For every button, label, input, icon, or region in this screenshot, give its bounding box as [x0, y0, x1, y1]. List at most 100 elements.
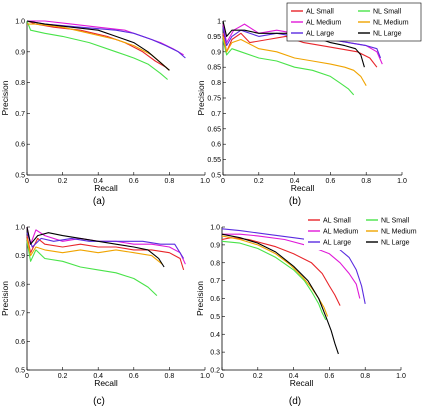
y-axis-label: Precision	[0, 281, 10, 316]
y-tick-label: 0.9	[211, 49, 221, 56]
x-axis-label: Recall	[94, 183, 118, 193]
x-tick-label: 1.0	[397, 178, 407, 185]
series-line-nl-large	[26, 226, 165, 268]
x-tick-label: 0.2	[254, 178, 264, 185]
legend-label: AL Medium	[306, 20, 341, 27]
series-line-al-small	[26, 235, 185, 271]
legend-label: NL Small	[381, 218, 410, 225]
caption-d: (d)	[289, 396, 301, 407]
x-tick-label: 0	[25, 373, 29, 380]
series-line-al-small	[222, 32, 378, 68]
x-axis-label: Recall	[94, 378, 118, 388]
y-axis-label: Precision	[196, 80, 206, 115]
y-tick-label: 0.8	[15, 80, 25, 87]
y-tick-label: 1.0	[15, 225, 25, 232]
y-tick-label: 0.6	[15, 142, 25, 149]
panel-a: 0.5 0.6 0.7 0.8 0.9 1.0 0 0.2 0.4 0.6 0.8 1.0 Recall…	[0, 19, 210, 194]
series-line-nl-small	[26, 241, 158, 296]
legend-label: AL Small	[323, 218, 351, 225]
x-axis-label: Recall	[290, 378, 314, 388]
x-tick-label: 0.6	[326, 178, 336, 185]
y-tick-label: 0.5	[15, 173, 25, 180]
x-tick-label: 0.4	[93, 373, 103, 380]
y-tick-label: 0.9	[15, 49, 25, 56]
series-line-nl-small	[26, 20, 168, 80]
x-tick-label: 0.2	[58, 178, 68, 185]
y-tick-label: 0.9	[15, 253, 25, 260]
x-tick-label: 0.8	[360, 373, 370, 380]
y-tick-label: 0.95	[207, 34, 221, 41]
y-tick-label: 0.6	[211, 142, 221, 149]
legend-label: NL Large	[381, 240, 410, 247]
x-tick-label: 0.6	[129, 373, 139, 380]
series-line-nl-small	[221, 240, 327, 321]
y-tick-label: 0.3	[210, 350, 220, 357]
y-tick-label: 0.5	[211, 173, 221, 180]
y-tick-label: 0.85	[207, 65, 221, 72]
series-line-al-medium	[222, 233, 361, 299]
y-tick-label: 0.6	[210, 296, 220, 303]
y-tick-label: 0.7	[15, 111, 25, 118]
y-tick-label: 0.65	[207, 126, 221, 133]
series-line-nl-medium	[221, 235, 329, 317]
y-tick-label: 0.9	[210, 242, 220, 249]
legend-label: AL Small	[306, 9, 334, 16]
y-tick-label: 1.0	[210, 225, 220, 232]
y-tick-label: 0.8	[210, 260, 220, 267]
y-tick-label: 0.4	[210, 332, 220, 339]
x-tick-label: 0.4	[289, 373, 299, 380]
series-line-nl-medium	[26, 238, 163, 265]
y-axis-label: Precision	[0, 80, 10, 115]
x-tick-label: 1.0	[200, 178, 210, 185]
x-tick-label: 0.4	[290, 178, 300, 185]
panel-b: 0.5 0.55 0.6 0.65 0.7 0.75 0.8 0.85 0.9 0.95 1 0 0.2…	[196, 2, 422, 193]
y-tick-label: 0.7	[210, 278, 220, 285]
x-tick-label: 0.8	[361, 178, 371, 185]
legend-label: AL Large	[306, 31, 334, 38]
y-tick-label: 0.8	[15, 282, 25, 289]
x-tick-label: 0.4	[93, 178, 103, 185]
y-tick-label: 0.2	[210, 368, 220, 375]
caption-a: (a)	[93, 196, 105, 207]
caption-c: (c)	[93, 396, 105, 407]
series-line-nl-medium	[27, 23, 170, 71]
y-tick-label: 0.7	[211, 111, 221, 118]
y-tick-label: 0.5	[15, 368, 25, 375]
x-tick-label: 0.6	[325, 373, 335, 380]
x-tick-label: 0.2	[58, 373, 68, 380]
y-axis-label: Precision	[195, 281, 205, 316]
legend-box	[286, 2, 422, 42]
legend-box	[304, 212, 420, 250]
y-tick-label: 1	[217, 19, 221, 26]
legend-label: NL Medium	[381, 229, 417, 236]
series-line-nl-large	[221, 233, 339, 355]
series-line-nl-medium	[222, 36, 367, 86]
y-tick-label: 0.8	[211, 80, 221, 87]
series-line-nl-large	[26, 20, 170, 71]
x-tick-label: 1.0	[396, 373, 406, 380]
legend-label: NL Large	[373, 31, 402, 38]
x-tick-label: 0	[221, 178, 225, 185]
caption-b: (b)	[289, 196, 301, 207]
x-tick-label: 0.6	[129, 178, 139, 185]
x-tick-label: 0	[220, 373, 224, 380]
legend-label: AL Medium	[323, 229, 358, 236]
y-tick-label: 0.6	[15, 339, 25, 346]
y-tick-label: 1.0	[15, 19, 25, 26]
x-axis-label: Recall	[291, 183, 315, 193]
y-tick-label: 0.55	[207, 157, 221, 164]
legend-label: NL Medium	[373, 20, 409, 27]
y-tick-label: 0.5	[210, 314, 220, 321]
legend-label: AL Large	[323, 240, 351, 247]
series-line-nl-small	[222, 39, 355, 96]
series-line-al-small	[221, 237, 341, 306]
x-tick-label: 0.8	[165, 178, 175, 185]
y-tick-label: 0.7	[15, 310, 25, 317]
legend-label: NL Small	[373, 9, 402, 16]
x-tick-label: 0.8	[165, 373, 175, 380]
panel-c: 0.5 0.6 0.7 0.8 0.9 1.0 0 0.2 0.4 0.6 0.8 1.0 Recall…	[0, 225, 210, 389]
x-tick-label: 1.0	[200, 373, 210, 380]
x-tick-label: 0.2	[253, 373, 263, 380]
x-tick-label: 0	[25, 178, 29, 185]
